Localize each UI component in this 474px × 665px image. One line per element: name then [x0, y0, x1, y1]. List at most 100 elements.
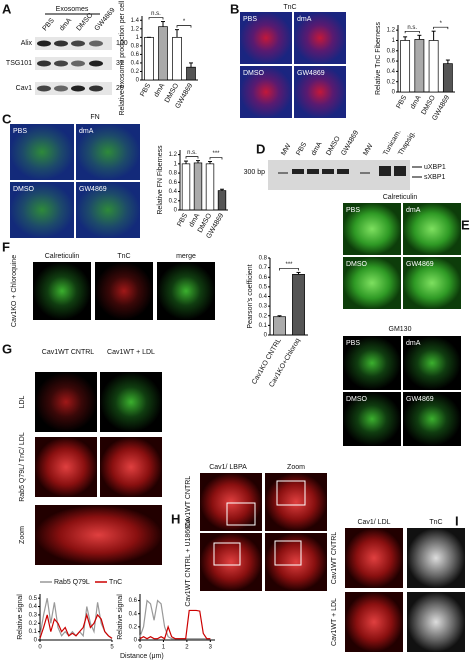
image — [403, 257, 461, 309]
label: Zoom — [287, 464, 305, 471]
label: Cav1 — [16, 85, 32, 92]
label: MW — [280, 142, 292, 157]
image — [265, 473, 327, 531]
y-tick-label: 1.2 — [169, 152, 178, 158]
label: TnC — [283, 4, 296, 11]
image — [343, 336, 401, 390]
x-tick-label: 1 — [162, 645, 166, 651]
band — [71, 40, 85, 47]
band — [379, 166, 391, 176]
y-tick-label: 0.2 — [387, 79, 396, 85]
label: Calreticulin — [383, 194, 418, 201]
label: TSG101 — [6, 60, 32, 67]
y-tick-label: 0.7 — [259, 265, 268, 271]
significance-bracket — [433, 26, 449, 30]
band — [292, 169, 304, 174]
panel-letter: A — [2, 1, 12, 16]
band — [278, 172, 288, 174]
image — [294, 12, 346, 64]
x-label: Distance (μm) — [120, 653, 164, 660]
image — [403, 203, 461, 255]
x-tick-label: 0 — [38, 645, 42, 651]
band — [54, 60, 68, 67]
label: Rab5 Q79L/ TnC/ LDL — [19, 432, 26, 502]
line-series — [39, 612, 113, 639]
panel-letter: H — [171, 511, 180, 526]
image — [294, 66, 346, 118]
y-tick-label: 0.2 — [169, 198, 178, 204]
image — [265, 533, 327, 591]
y-tick-label: 0.4 — [259, 294, 268, 300]
panel-letter: D — [256, 141, 265, 156]
panel-letter: B — [230, 1, 239, 16]
image — [157, 262, 215, 320]
y-tick-label: 0.8 — [387, 48, 396, 54]
zoom-box — [276, 480, 306, 506]
annotation: *** — [212, 151, 220, 157]
label: Cav1WT + LDL — [331, 598, 338, 646]
legend-label: TnC — [109, 579, 122, 586]
x-tick-label: PBS — [139, 82, 152, 98]
panel-letter: C — [2, 111, 12, 126]
tile-label: GW4869 — [406, 261, 434, 268]
y-tick-label: 0 — [134, 638, 138, 644]
significance-bracket — [148, 17, 164, 20]
label: Pearson's coefficient — [247, 264, 254, 328]
x-tick-label: PBS — [395, 94, 408, 110]
label: DMSO — [76, 11, 95, 32]
y-tick-label: 0.3 — [29, 612, 38, 618]
label: Cav1WT CNTRL — [331, 532, 338, 584]
y-tick-label: 0.6 — [129, 598, 138, 604]
label: PBS — [42, 17, 57, 32]
image — [403, 336, 461, 390]
y-tick-label: 1 — [174, 161, 178, 167]
image — [100, 437, 162, 497]
band — [337, 169, 349, 174]
y-tick-label: 0.2 — [131, 69, 140, 75]
label: Relative FN Fiberness — [157, 145, 164, 215]
y-tick-label: 0.6 — [131, 52, 140, 58]
label: dmA — [59, 17, 74, 33]
label: Relative signal — [117, 594, 124, 640]
image — [35, 437, 97, 497]
band — [71, 85, 85, 92]
band — [37, 85, 51, 92]
y-tick-label: 0.6 — [169, 180, 178, 186]
label: 300 bp — [244, 169, 266, 176]
legend-label: Rab5 Q79L — [54, 579, 90, 586]
y-tick-label: 0.1 — [29, 629, 38, 635]
x-tick-label: dmA — [153, 82, 166, 98]
image — [240, 66, 292, 118]
label: FN — [90, 114, 99, 121]
tile-label: GW4869 — [406, 396, 434, 403]
image — [403, 392, 461, 446]
significance-bracket — [209, 157, 223, 160]
label: Cav1WT CNTRL — [185, 476, 192, 528]
y-tick-label: 0 — [34, 638, 38, 644]
x-tick-label: 2 — [185, 645, 189, 651]
label: Cav1WT CNTRL + U18666A — [185, 517, 192, 607]
band — [71, 60, 85, 67]
y-tick-label: 0 — [174, 208, 178, 214]
line-series — [139, 599, 211, 640]
significance-bracket — [185, 156, 199, 159]
significance-bracket — [279, 268, 299, 271]
bar — [442, 63, 453, 93]
y-tick-label: 0 — [136, 78, 140, 84]
tile-label: PBS — [13, 128, 27, 135]
y-tick-label: 1 — [392, 38, 396, 44]
image — [10, 182, 74, 238]
annotation: * — [440, 21, 443, 27]
y-tick-label: 0.8 — [131, 43, 140, 49]
label: LDL — [19, 395, 26, 408]
tile-label: DMSO — [243, 70, 265, 77]
band — [37, 60, 51, 67]
band — [54, 40, 68, 47]
image — [343, 392, 401, 446]
image — [35, 372, 97, 432]
x-tick-label: 0 — [138, 645, 142, 651]
label: TnC — [117, 253, 130, 260]
image — [76, 182, 140, 238]
label: GW4869 — [94, 7, 117, 33]
